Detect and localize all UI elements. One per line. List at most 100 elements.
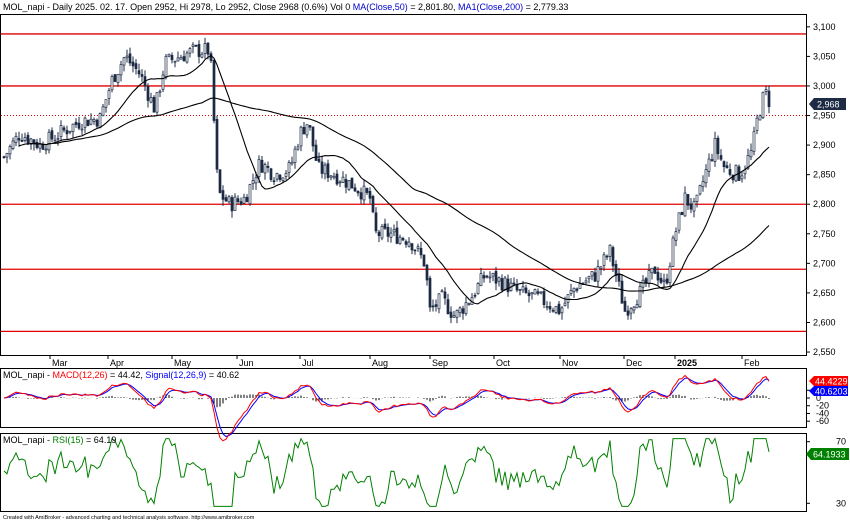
candle <box>242 193 246 205</box>
candle <box>473 292 477 299</box>
candle <box>308 125 312 131</box>
candle <box>530 292 534 300</box>
candle <box>341 171 345 184</box>
candle <box>86 119 90 127</box>
candle <box>98 112 102 129</box>
candle <box>491 272 495 282</box>
svg-text:44.4229: 44.4229 <box>815 377 848 387</box>
candle <box>377 229 381 243</box>
candle <box>74 118 78 128</box>
candle <box>437 293 441 314</box>
signal-badge: 40.6203 <box>809 386 848 397</box>
candle <box>329 175 333 181</box>
candle <box>632 306 636 314</box>
candle <box>443 287 447 305</box>
candle <box>746 148 750 170</box>
candle <box>260 155 264 173</box>
x-tick-label: Oct <box>496 358 511 368</box>
candle <box>290 156 294 166</box>
candle <box>137 63 141 78</box>
candle <box>551 307 555 313</box>
y-tick-label: 2,700 <box>813 258 836 268</box>
candle <box>14 132 18 147</box>
candle <box>452 310 456 318</box>
candle <box>122 56 126 72</box>
candle <box>269 167 273 182</box>
candle <box>728 163 732 177</box>
candle <box>413 249 417 255</box>
candle <box>509 278 513 292</box>
y-tick-label: 3,050 <box>813 51 836 61</box>
x-tick-label: Jun <box>239 358 254 368</box>
candle <box>500 274 504 293</box>
rsi-y-tick-label: 70 <box>836 437 846 447</box>
candle <box>557 300 561 316</box>
candle <box>371 194 375 214</box>
candle <box>431 299 435 312</box>
candle <box>626 305 630 320</box>
candle <box>311 126 315 152</box>
candle <box>767 85 771 114</box>
candle <box>20 133 24 143</box>
candle <box>644 276 648 288</box>
candle <box>275 172 279 182</box>
candle <box>62 125 66 133</box>
ma50-line <box>18 54 770 305</box>
y-tick-label: 2,600 <box>813 317 836 327</box>
x-tick-label: Dec <box>626 358 643 368</box>
candle <box>608 244 612 262</box>
candle <box>152 95 156 113</box>
candle <box>362 179 366 205</box>
y-tick-label: 2,900 <box>813 140 836 150</box>
rsi-y-tick-label: 30 <box>836 498 846 508</box>
candle <box>710 153 714 162</box>
candle <box>566 294 570 309</box>
candle <box>683 186 687 217</box>
candle <box>356 190 360 197</box>
candle <box>350 177 354 189</box>
candle <box>761 91 765 119</box>
price-header: MOL_napi - Daily 2025. 02. 17. Open 2952… <box>3 2 568 12</box>
candle <box>464 297 468 316</box>
macd-y-tick-label: -20 <box>816 401 829 411</box>
candle <box>449 306 453 324</box>
candle <box>764 86 768 96</box>
candle <box>254 171 258 190</box>
macd-line <box>3 374 770 442</box>
candle <box>593 267 597 283</box>
candle <box>752 126 756 156</box>
candle <box>734 164 738 182</box>
candle <box>677 212 681 234</box>
candle <box>218 169 222 194</box>
candle <box>83 116 87 134</box>
candle <box>215 115 219 173</box>
candle <box>5 152 9 164</box>
rsi-plot: 70 30 <box>3 437 846 508</box>
candle <box>338 180 342 188</box>
candle <box>395 221 399 245</box>
macd-badge: 44.4229 <box>809 376 848 387</box>
candle <box>686 194 690 211</box>
x-tick-label: Nov <box>562 358 579 368</box>
candle <box>725 161 729 169</box>
candle <box>407 237 411 248</box>
candle <box>680 211 684 216</box>
candle <box>134 59 138 75</box>
candle <box>284 170 288 181</box>
candle <box>233 193 237 211</box>
x-tick-label: 2025 <box>677 358 697 368</box>
candle <box>197 40 201 64</box>
candle <box>488 271 492 283</box>
x-tick-label: May <box>174 358 192 368</box>
candle <box>614 260 618 283</box>
candle <box>314 139 318 162</box>
candle <box>155 92 159 115</box>
candle <box>293 145 297 169</box>
candle <box>392 224 396 237</box>
candle <box>182 50 186 62</box>
candle <box>665 273 669 285</box>
y-tick-label: 2,950 <box>813 111 836 121</box>
candle <box>485 274 489 279</box>
candle <box>386 223 390 243</box>
candle <box>116 73 120 87</box>
